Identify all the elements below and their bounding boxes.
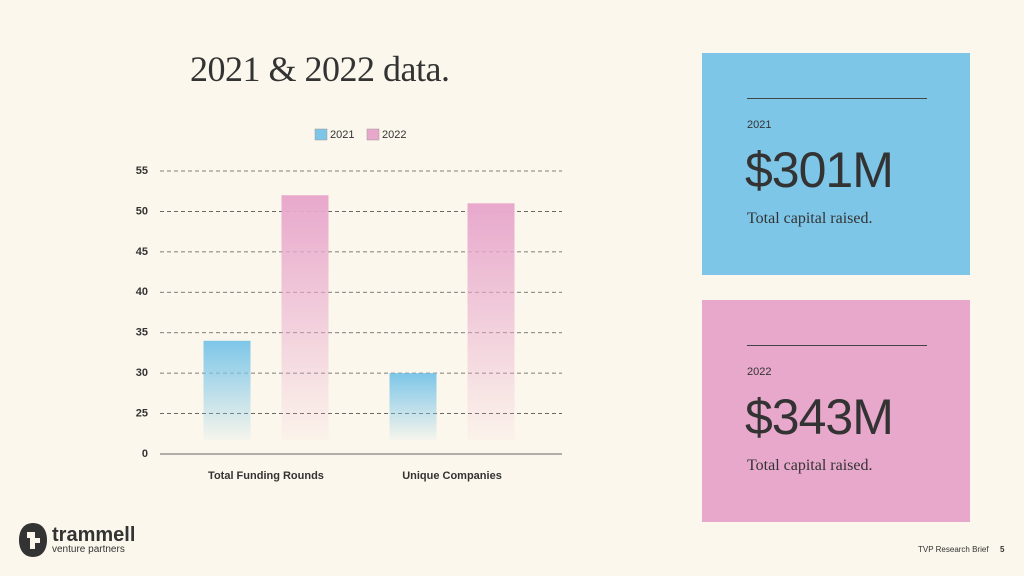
- slide-title: 2021 & 2022 data.: [190, 49, 450, 89]
- legend-swatch: [314, 128, 328, 141]
- bar: [389, 373, 437, 440]
- y-tick-label: 40: [136, 286, 148, 298]
- card-rule: [747, 345, 927, 346]
- legend-swatch: [366, 128, 380, 141]
- stat-card: 2022 $343M Total capital raised.: [702, 300, 970, 522]
- stat-card: 2021 $301M Total capital raised.: [702, 53, 970, 275]
- legend-label: 2021: [330, 129, 354, 141]
- y-tick-label: 0: [142, 448, 148, 460]
- bar: [203, 340, 251, 440]
- card-caption: Total capital raised.: [747, 457, 873, 474]
- card-amount: $301M: [745, 142, 894, 198]
- y-tick-label: 45: [136, 246, 148, 258]
- bar: [281, 195, 329, 440]
- card-amount: $343M: [745, 389, 894, 445]
- card-year: 2021: [747, 119, 772, 131]
- y-tick-label: 55: [136, 165, 148, 177]
- footer-text: TVP Research Brief: [918, 545, 989, 554]
- y-tick-label: 50: [136, 205, 148, 217]
- logo-subtitle: venture partners: [52, 544, 125, 555]
- y-tick-label: 25: [136, 407, 148, 419]
- chart: 0 25 30 35 40 45 50 55 2021 2022 Total Funding Rou…: [136, 128, 562, 482]
- bar: [467, 203, 515, 440]
- x-tick-label: Unique Companies: [402, 470, 502, 482]
- card-caption: Total capital raised.: [747, 210, 873, 227]
- card-year: 2022: [747, 366, 772, 378]
- y-tick-label: 30: [136, 367, 148, 379]
- logo-name: trammell: [52, 524, 136, 546]
- logo-icon: [19, 523, 47, 557]
- x-tick-label: Total Funding Rounds: [208, 470, 324, 482]
- page-number: 5: [1000, 545, 1005, 554]
- legend-label: 2022: [382, 129, 406, 141]
- y-tick-label: 35: [136, 327, 148, 339]
- card-rule: [747, 98, 927, 99]
